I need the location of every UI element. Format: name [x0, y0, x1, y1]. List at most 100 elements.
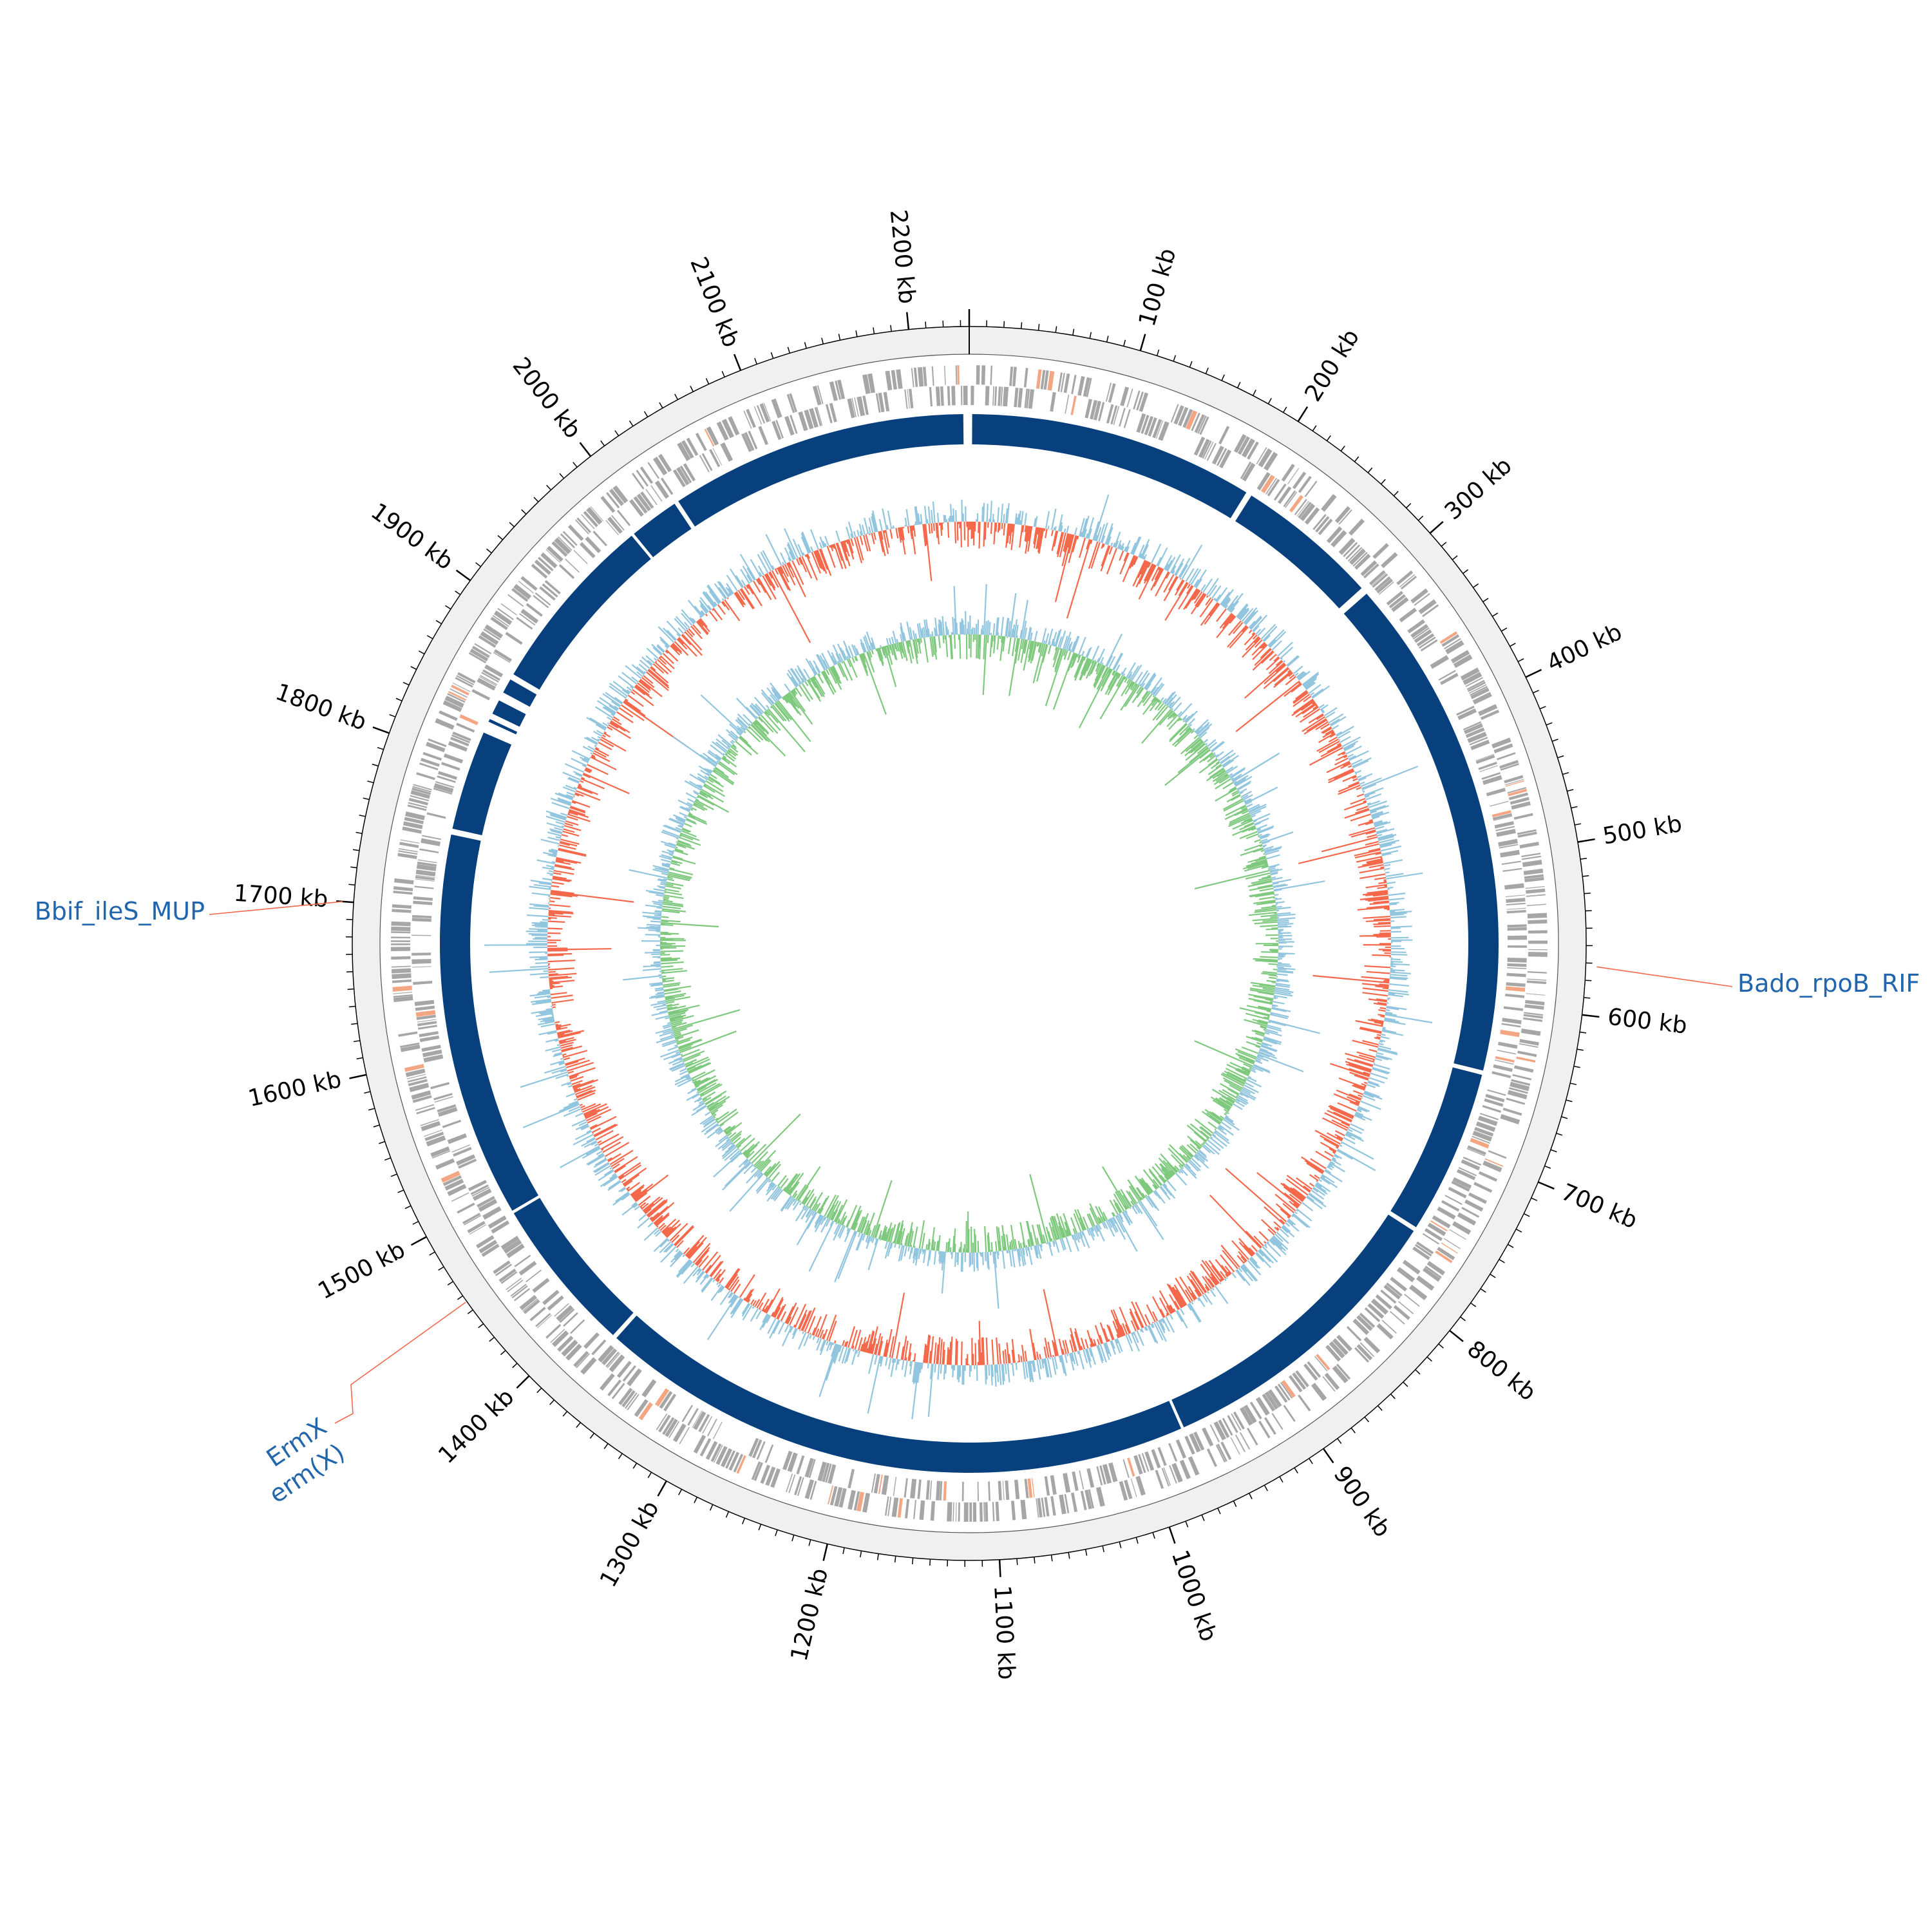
- gene: [469, 649, 489, 662]
- gene: [1506, 1097, 1526, 1105]
- gene: [1470, 686, 1488, 696]
- minor-tick: [674, 393, 679, 400]
- gene: [1437, 1206, 1456, 1220]
- gene: [1028, 389, 1035, 409]
- gene: [798, 411, 808, 431]
- gene: [1386, 591, 1404, 606]
- gene: [583, 511, 598, 527]
- gene: [808, 1459, 816, 1479]
- minor-tick: [1337, 1438, 1342, 1444]
- gene: [1422, 1267, 1441, 1282]
- gene: [513, 1288, 531, 1302]
- gene: [1501, 1023, 1521, 1028]
- gene: [478, 1198, 498, 1212]
- gene: [1473, 1182, 1493, 1193]
- minor-tick: [758, 1524, 762, 1531]
- gene: [1267, 478, 1280, 497]
- gene: [520, 576, 538, 591]
- minor-tick: [1441, 542, 1447, 547]
- gene: [534, 559, 551, 575]
- minor-tick: [1068, 1552, 1070, 1559]
- gene: [433, 783, 454, 793]
- gene: [579, 542, 596, 558]
- gene: [404, 1064, 424, 1072]
- gene: [422, 835, 441, 840]
- gene: [560, 533, 575, 549]
- gene: [442, 1119, 462, 1128]
- gene: [1507, 957, 1527, 963]
- minor-tick: [1438, 1343, 1444, 1349]
- gene: [1354, 1347, 1370, 1363]
- gene: [410, 795, 430, 802]
- minor-tick: [1515, 1228, 1522, 1233]
- gene: [1119, 1481, 1128, 1501]
- gene: [1482, 1160, 1502, 1173]
- gene: [971, 386, 974, 406]
- gene: [483, 628, 501, 641]
- gene: [631, 473, 645, 490]
- gene: [1084, 399, 1093, 419]
- gene: [985, 1502, 989, 1522]
- gene: [506, 1243, 525, 1258]
- tick-label: 700 kb: [1557, 1179, 1641, 1235]
- gene: [1400, 576, 1417, 590]
- gene: [679, 465, 692, 484]
- gene: [1144, 416, 1153, 435]
- gene: [1298, 502, 1312, 519]
- gene: [672, 1423, 687, 1443]
- gene: [1511, 1079, 1531, 1086]
- gene: [1509, 1087, 1528, 1094]
- gene: [907, 389, 910, 409]
- gene: [583, 1332, 600, 1349]
- gene: [663, 1394, 677, 1412]
- gene: [1526, 904, 1546, 906]
- minor-tick: [1135, 1537, 1139, 1544]
- gene: [1258, 448, 1273, 468]
- gene: [518, 1260, 537, 1276]
- minor-tick: [356, 1057, 363, 1059]
- minor-tick: [842, 1548, 845, 1555]
- gene: [537, 556, 554, 572]
- gene: [1420, 639, 1438, 652]
- tick-label: 100 kb: [1134, 245, 1182, 329]
- gene: [391, 926, 411, 932]
- gene: [526, 1269, 542, 1283]
- gene: [477, 1196, 495, 1208]
- gene: [1193, 1432, 1205, 1451]
- gene: [1456, 705, 1475, 716]
- gene: [506, 1278, 522, 1291]
- gene: [1487, 1089, 1506, 1096]
- annotation-label: Bado_rpoB_RIF: [1738, 969, 1920, 998]
- gene: [1296, 500, 1309, 517]
- tick-label: 400 kb: [1543, 619, 1626, 677]
- minor-tick: [1205, 367, 1209, 374]
- minor-tick: [821, 337, 824, 345]
- gene: [1088, 1489, 1094, 1509]
- gene: [699, 455, 710, 473]
- gene: [406, 1074, 426, 1079]
- gene: [405, 811, 425, 820]
- gene: [1393, 1305, 1410, 1320]
- contig: [440, 834, 539, 1211]
- gene: [1264, 1391, 1279, 1410]
- minor-tick: [351, 1023, 358, 1025]
- gene: [408, 1079, 428, 1086]
- major-tick: [905, 312, 910, 330]
- minor-tick: [402, 681, 410, 686]
- minor-tick: [1185, 1520, 1189, 1528]
- minor-tick: [429, 1251, 435, 1256]
- gene: [1527, 978, 1547, 981]
- major-tick: [410, 1236, 427, 1246]
- gene: [1493, 743, 1513, 753]
- gene: [409, 1083, 430, 1092]
- minor-tick: [377, 746, 384, 750]
- major-tick: [1297, 406, 1309, 422]
- gene: [992, 1502, 995, 1522]
- gene: [851, 398, 857, 417]
- gene: [422, 1049, 442, 1057]
- gene: [1119, 408, 1126, 427]
- minor-tick: [1470, 1302, 1477, 1307]
- gene: [1445, 640, 1464, 654]
- gene: [490, 616, 508, 630]
- gene: [789, 393, 798, 413]
